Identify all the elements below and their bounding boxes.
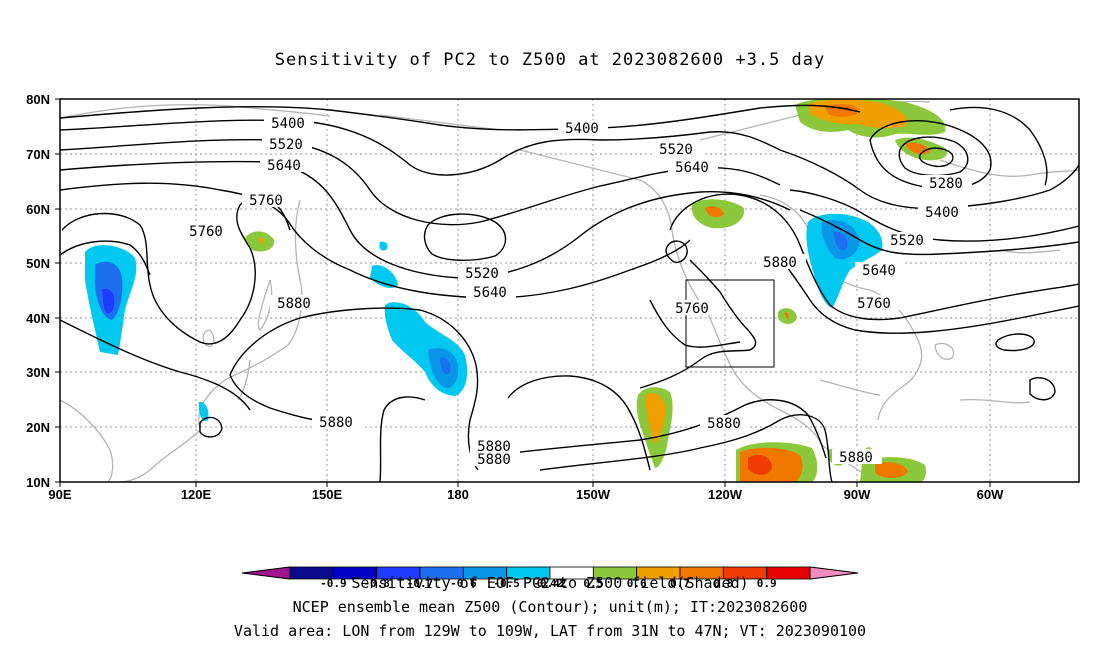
svg-text:5880: 5880 (277, 296, 311, 312)
svg-text:5640: 5640 (267, 158, 301, 174)
contour-label: 5640 (466, 284, 516, 301)
contour-label: 5400 (558, 120, 608, 137)
colorbar-tick-label: 0.6 (627, 577, 647, 590)
lat-tick-label: 30N (26, 365, 50, 380)
plot-frame (59, 98, 1080, 483)
contour-label: 5760 (850, 295, 900, 312)
caption-valid-area: Valid area: LON from 129W to 109W, LAT f… (233, 622, 867, 640)
svg-text:5760: 5760 (857, 296, 891, 312)
colorbar-tick-label: 0.7 (670, 577, 690, 590)
svg-text:5400: 5400 (925, 205, 959, 221)
contour-label: 5880 (312, 414, 362, 431)
lat-tick-label: 80N (26, 92, 50, 107)
svg-text:5880: 5880 (477, 452, 511, 468)
svg-text:5880: 5880 (763, 255, 797, 271)
colorbar-tick-label: -0.5 (493, 577, 520, 590)
lat-tick-label: 70N (26, 147, 50, 162)
svg-text:5880: 5880 (839, 450, 873, 466)
contour-label: 5760 (242, 192, 292, 209)
contour-label: 5760 (668, 300, 718, 317)
caption-shading: Sensitivity of EOF PC2 to Z500 field(Sha… (351, 574, 749, 592)
contour-label: 5880 (270, 295, 320, 312)
gridlines (60, 99, 1079, 482)
svg-text:5760: 5760 (675, 301, 709, 317)
svg-text:5760: 5760 (249, 193, 283, 209)
svg-text:5880: 5880 (707, 416, 741, 432)
colorbar-tick-label: -0.9 (320, 577, 347, 590)
lat-tick-label: 20N (26, 420, 50, 435)
svg-text:5400: 5400 (565, 121, 599, 137)
colorbar-tick-label: -0.42 (533, 577, 566, 590)
lon-tick-label: 90E (48, 487, 71, 502)
colorbar-tick-label: 0.5 (583, 577, 603, 590)
svg-text:5640: 5640 (675, 160, 709, 176)
svg-text:5520: 5520 (659, 142, 693, 158)
svg-text:5400: 5400 (271, 116, 305, 132)
svg-text:5520: 5520 (269, 137, 303, 153)
colorbar-tick-label: 0.9 (757, 577, 777, 590)
colorbar-tick-label: 0.42 (537, 577, 564, 590)
contour-label: 5280 (922, 175, 972, 192)
lon-tick-label: 120W (708, 487, 743, 502)
contour-label: 5400 (918, 204, 968, 221)
contour-label: 5520 (652, 141, 702, 158)
colorbar: -0.9 -0.8 -0.7 -0.6 -0.5 -0.420.42 0.5 0.6 0.7 0.… (241, 566, 859, 590)
lat-tick-label: 50N (26, 256, 50, 271)
lat-tick-label: 10N (26, 475, 50, 490)
contour-label: 5880 (700, 415, 750, 432)
valid-area-box (685, 279, 775, 368)
contour-label: 5640 (855, 262, 905, 279)
svg-text:5520: 5520 (465, 266, 499, 282)
colorbar-tick-label: -0.7 (407, 577, 434, 590)
sensitivity-shading (85, 99, 948, 482)
map-title: Sensitivity of PC2 to Z500 at 2023082600… (274, 50, 826, 70)
svg-text:5880: 5880 (319, 415, 353, 431)
svg-text:5760: 5760 (189, 224, 223, 240)
svg-text:5640: 5640 (862, 263, 896, 279)
svg-text:5520: 5520 (890, 233, 924, 249)
caption-contour: NCEP ensemble mean Z500 (Contour); unit(… (292, 598, 808, 616)
lon-tick-label: 90W (844, 487, 871, 502)
lon-tick-label: 120E (181, 487, 212, 502)
z500-contours (60, 104, 1079, 482)
contour-label: 5880 (832, 449, 882, 466)
colorbar-right-end (809, 566, 859, 580)
lon-tick-label: 60W (977, 487, 1004, 502)
lon-tick-label: 180 (447, 487, 469, 502)
svg-text:5280: 5280 (929, 176, 963, 192)
colorbar-tick-label: -0.8 (363, 577, 390, 590)
lat-tick-label: 60N (26, 202, 50, 217)
contour-label: 5880 (756, 254, 806, 271)
contour-label: 5520 (883, 232, 933, 249)
lon-tick-label: 150W (576, 487, 611, 502)
lat-tick-label: 40N (26, 311, 50, 326)
colorbar-tick-label: 0.8 (713, 577, 733, 590)
lon-tick-label: 150E (312, 487, 343, 502)
contour-label: 5760 (182, 223, 232, 240)
contour-label: 5640 (668, 159, 718, 176)
contour-label: 5640 (260, 157, 310, 174)
contour-label: 5400 (264, 115, 314, 132)
contour-label: 5520 (458, 265, 508, 282)
contour-label: 5880 (470, 451, 520, 468)
colorbar-tick-label: -0.6 (450, 577, 477, 590)
svg-text:5640: 5640 (473, 285, 507, 301)
contour-label: 5520 (262, 136, 312, 153)
